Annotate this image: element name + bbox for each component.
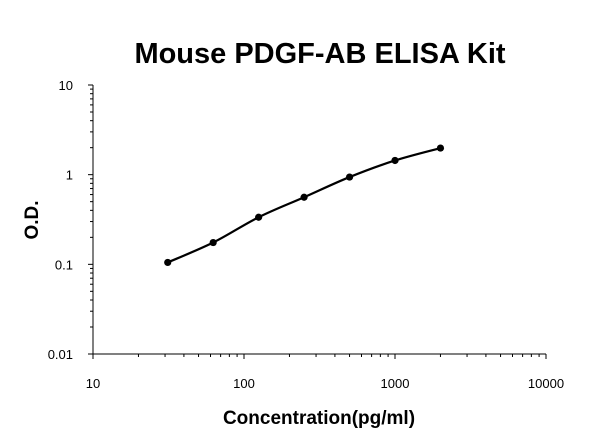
data-point [209, 238, 217, 247]
y-tick-label: 1 [66, 168, 73, 183]
x-tick-label: 10000 [528, 376, 564, 391]
data-point [255, 213, 263, 221]
data-point [436, 144, 445, 152]
x-tick-label: 1000 [381, 376, 410, 391]
y-tick-label: 0.01 [48, 347, 73, 362]
data-point [164, 258, 172, 267]
x-tick-label: 100 [233, 376, 255, 391]
x-axis-label: Concentration(pg/ml) [223, 408, 415, 429]
x-tick-label: 10 [86, 376, 100, 391]
y-axis-label: O.D. [22, 200, 43, 239]
tick-labels: 0.01 0.1 1 10 10 100 1000 10000 [48, 78, 564, 391]
series [164, 144, 445, 267]
data-point [345, 173, 354, 181]
axes [88, 84, 547, 359]
data-point [300, 193, 308, 201]
data-point [391, 156, 399, 165]
y-tick-label: 0.1 [55, 257, 73, 272]
y-tick-label: 10 [59, 78, 73, 93]
standard-curve-line [167, 147, 441, 264]
chart-title: Mouse PDGF-AB ELISA Kit [134, 38, 505, 70]
